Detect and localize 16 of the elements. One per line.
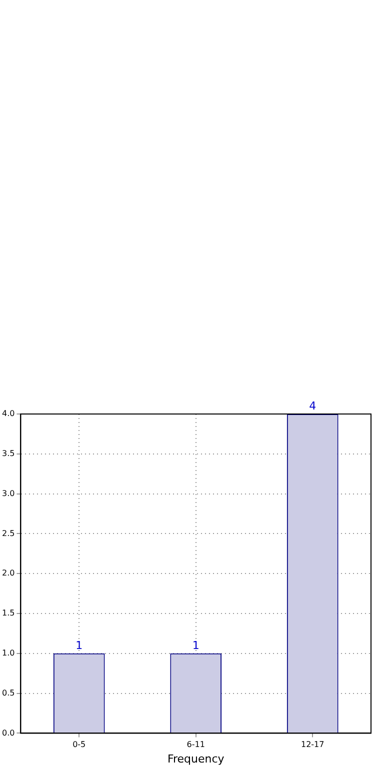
x-tick-label: 6-11 [186, 740, 205, 750]
y-tick-label: 4.0 [2, 409, 15, 418]
x-axis-title: Frequency [167, 752, 225, 766]
y-tick-label: 3.5 [2, 448, 15, 458]
y-tick-label: 0.5 [2, 688, 15, 698]
y-tick-label: 2.5 [2, 528, 15, 538]
y-tick-label: 1.0 [2, 648, 15, 658]
x-tick-label: 0-5 [72, 740, 86, 750]
data-label: 1 [192, 638, 200, 652]
data-label: 4 [309, 399, 316, 412]
data-label: 1 [76, 638, 83, 652]
y-tick-label: 2.0 [2, 568, 15, 578]
x-tick-label: 12-17 [300, 740, 324, 750]
y-tick-label: 3.0 [2, 488, 15, 498]
y-tick-label: 1.5 [2, 608, 15, 618]
y-tick-label: 0.0 [2, 728, 15, 738]
